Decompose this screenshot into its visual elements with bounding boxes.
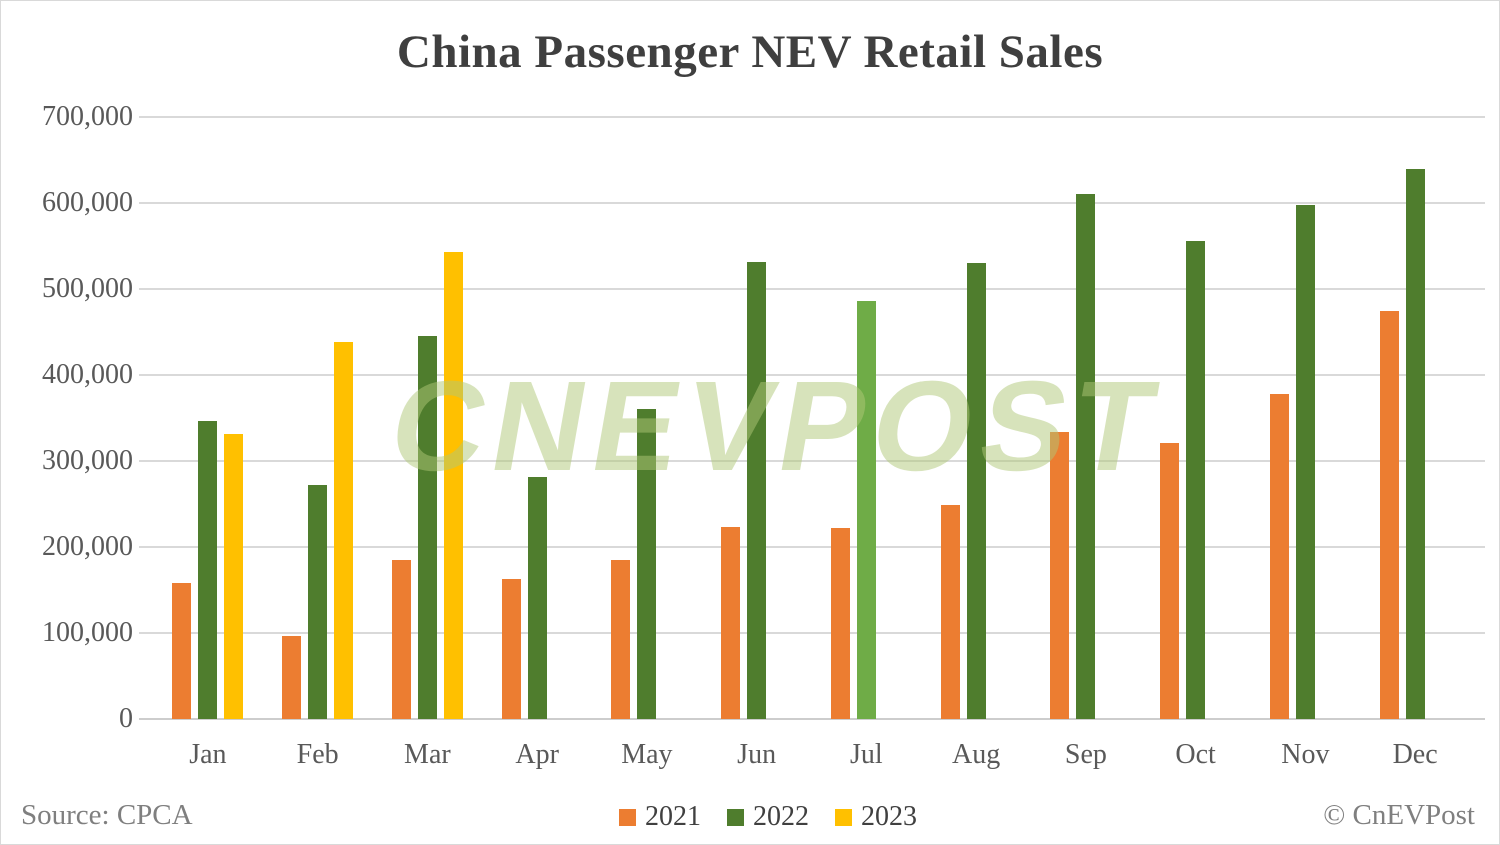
bar-2021-dec	[1379, 310, 1399, 719]
bar-2022-may	[637, 409, 657, 719]
x-axis-label-mar: Mar	[404, 739, 451, 770]
bar-group-mar	[373, 117, 483, 719]
y-axis-tick	[139, 116, 151, 118]
x-axis-label-jul: Jul	[850, 739, 883, 770]
gridline	[150, 116, 1485, 118]
x-axis-label-nov: Nov	[1281, 739, 1330, 770]
bar-2022-apr	[527, 476, 547, 719]
y-axis-tick-label: 100,000	[42, 617, 133, 648]
legend-item-2022: 2022	[727, 801, 809, 833]
y-axis-tick	[139, 374, 151, 376]
bar-group-dec	[1360, 117, 1470, 719]
y-axis-tick-label: 0	[119, 703, 133, 734]
chart-title: China Passenger NEV Retail Sales	[396, 26, 1104, 78]
y-axis-tick-label: 700,000	[42, 101, 133, 132]
bar-group-aug	[921, 117, 1031, 719]
bar-2021-jan	[172, 583, 192, 719]
x-axis-label-apr: Apr	[515, 739, 559, 770]
legend-label-2021: 2021	[645, 801, 701, 832]
y-axis-tick	[139, 202, 151, 204]
bar-2021-feb	[282, 635, 302, 719]
x-axis-label-dec: Dec	[1392, 739, 1438, 770]
bar-2022-oct	[1186, 240, 1206, 719]
bar-group-apr	[482, 117, 592, 719]
bar-2022-dec	[1405, 168, 1425, 719]
x-axis-label-aug: Aug	[952, 739, 1001, 770]
bar-group-oct	[1141, 117, 1251, 719]
legend-swatch-2023	[835, 808, 852, 826]
bar-2022-sep	[1076, 193, 1096, 719]
bar-2021-jun	[721, 527, 741, 719]
bar-group-may	[592, 117, 702, 719]
source-label: Source: CPCA	[21, 799, 193, 831]
y-axis-tick	[139, 460, 151, 462]
x-axis-label-jan: Jan	[189, 739, 227, 770]
bar-2021-nov	[1269, 393, 1289, 719]
bar-2022-feb	[308, 485, 328, 719]
bar-2021-sep	[1050, 431, 1070, 719]
bar-group-jul	[812, 117, 922, 719]
bar-group-jan	[153, 117, 263, 719]
copyright-label: © CnEVPost	[1323, 799, 1475, 831]
bar-group-sep	[1031, 117, 1141, 719]
y-axis-tick-label: 300,000	[42, 445, 133, 476]
bar-2023-jan	[224, 433, 244, 719]
y-axis-tick-label: 200,000	[42, 531, 133, 562]
y-axis-tick	[139, 632, 151, 634]
gridline	[150, 460, 1485, 462]
y-axis-tick-label: 600,000	[42, 187, 133, 218]
y-axis-tick	[139, 288, 151, 290]
bar-2021-apr	[501, 578, 521, 719]
bar-2021-aug	[940, 504, 960, 719]
bar-2022-aug	[966, 263, 986, 719]
gridline	[150, 202, 1485, 204]
bar-2022-mar	[417, 336, 437, 719]
y-axis-tick-label: 400,000	[42, 359, 133, 390]
bar-group-feb	[263, 117, 373, 719]
bar-2021-jul	[830, 528, 850, 719]
x-axis-line	[139, 718, 1485, 720]
legend-swatch-2021	[619, 808, 636, 826]
x-axis-label-may: May	[621, 739, 673, 770]
bar-group-nov	[1251, 117, 1361, 719]
gridline	[150, 632, 1485, 634]
bar-2022-jul	[856, 301, 876, 719]
legend-item-2021: 2021	[619, 801, 701, 833]
bar-2022-jan	[198, 420, 218, 719]
bar-2021-may	[611, 559, 631, 719]
x-axis-label-sep: Sep	[1064, 739, 1107, 770]
y-axis-tick-label: 500,000	[42, 273, 133, 304]
legend: 2021 2022 2023	[619, 801, 917, 833]
x-axis-label-feb: Feb	[296, 739, 339, 770]
x-axis-label-oct: Oct	[1175, 739, 1216, 770]
legend-swatch-2022	[727, 808, 744, 826]
legend-label-2022: 2022	[753, 801, 809, 832]
bar-2023-mar	[443, 252, 463, 719]
gridline	[150, 374, 1485, 376]
bar-group-jun	[702, 117, 812, 719]
y-axis-tick	[139, 546, 151, 548]
bar-2021-mar	[391, 559, 411, 719]
gridline	[150, 288, 1485, 290]
legend-label-2023: 2023	[861, 801, 917, 832]
gridline	[150, 546, 1485, 548]
bar-2023-feb	[334, 341, 354, 719]
x-axis-label-jun: Jun	[737, 739, 777, 770]
bar-2022-nov	[1295, 204, 1315, 719]
bar-2022-jun	[747, 261, 767, 719]
bar-2021-oct	[1160, 442, 1180, 719]
legend-item-2023: 2023	[835, 801, 917, 833]
